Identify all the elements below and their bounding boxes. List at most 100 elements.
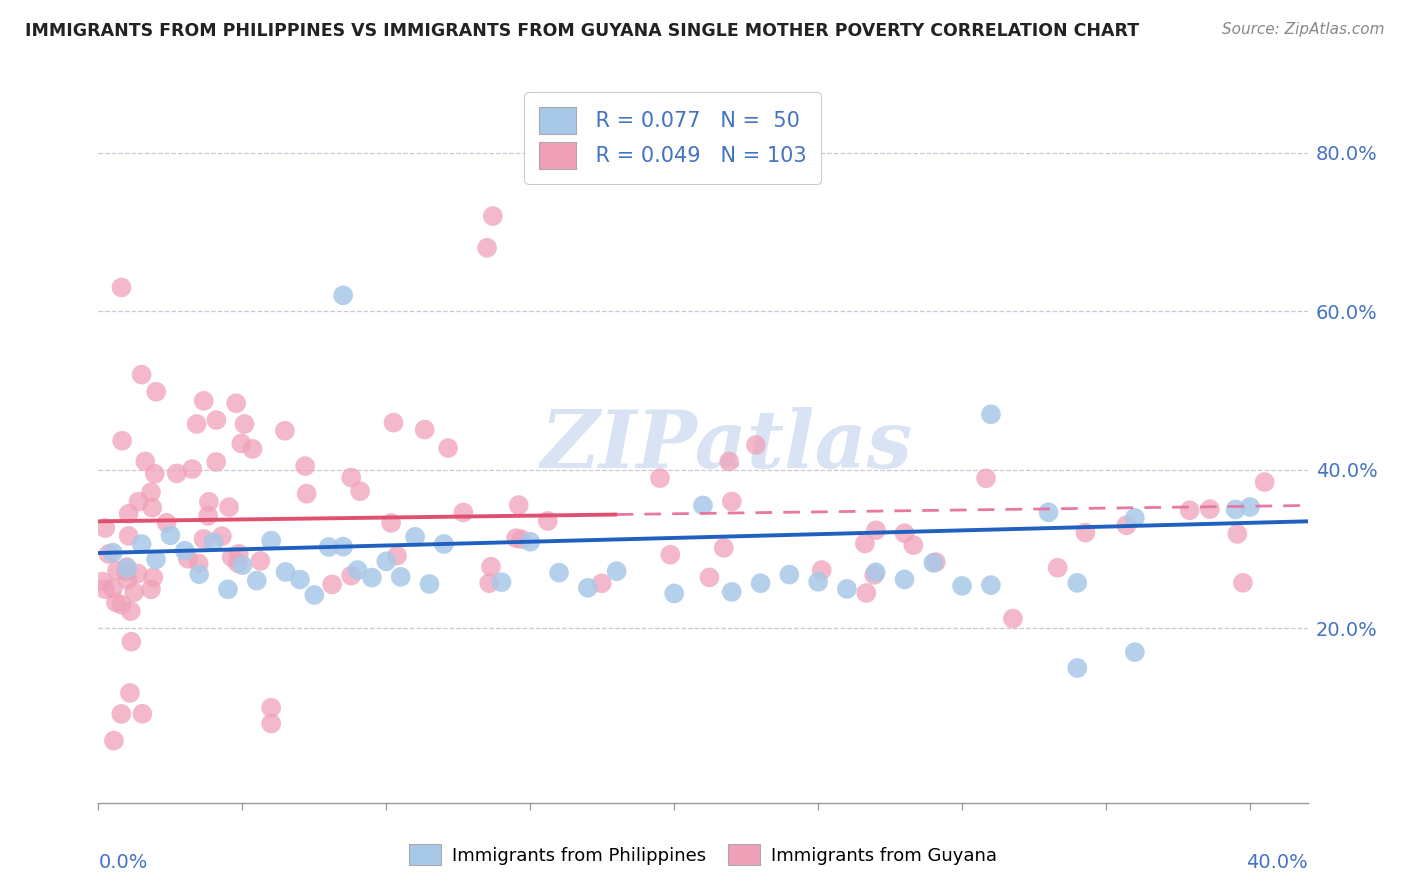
Point (893, 573, 915, 587)
Point (181, 462, 204, 476)
Point (193, 393, 215, 408)
Point (274, 424, 297, 438)
Point (294, 458, 316, 473)
Point (205, 455, 228, 469)
Point (974, 471, 997, 485)
Point (242, 442, 264, 456)
Point (110, 280, 132, 294)
Point (217, 582, 239, 597)
Point (505, 531, 527, 545)
Point (591, 576, 613, 591)
Point (745, 438, 768, 452)
Point (922, 556, 945, 570)
Point (117, 507, 139, 521)
Point (143, 467, 166, 481)
Point (186, 417, 208, 431)
Point (925, 555, 948, 569)
Point (97, 547, 120, 561)
Point (221, 550, 243, 565)
Point (835, 582, 858, 596)
Point (115, 561, 138, 575)
Point (807, 574, 830, 589)
Point (720, 585, 742, 599)
Point (131, 368, 153, 382)
Point (142, 570, 165, 584)
Point (304, 588, 326, 602)
Text: 0.0%: 0.0% (98, 853, 148, 871)
Point (198, 495, 221, 509)
Point (197, 508, 219, 523)
Point (225, 396, 247, 410)
Point (576, 581, 599, 595)
Point (404, 530, 426, 544)
Point (479, 559, 502, 574)
Point (120, 604, 142, 618)
Point (288, 573, 311, 587)
Point (1123, 511, 1146, 525)
Point (855, 586, 877, 600)
Text: 40.0%: 40.0% (1246, 853, 1308, 871)
Point (340, 568, 363, 582)
Point (187, 557, 209, 571)
Point (1226, 527, 1249, 541)
Point (664, 586, 686, 600)
Point (101, 546, 124, 560)
Point (111, 434, 134, 448)
Point (156, 516, 179, 530)
Point (139, 582, 162, 597)
Point (202, 535, 225, 549)
Point (1239, 500, 1261, 514)
Point (510, 532, 533, 546)
Point (382, 416, 405, 430)
Text: IMMIGRANTS FROM PHILIPPINES VS IMMIGRANTS FROM GUYANA SINGLE MOTHER POVERTY CORR: IMMIGRANTS FROM PHILIPPINES VS IMMIGRANT… (25, 22, 1139, 40)
Point (361, 571, 384, 585)
Point (127, 566, 149, 581)
Point (720, 494, 742, 508)
Point (127, 494, 149, 508)
Legend:  R = 0.077   N =  50,  R = 0.049   N = 103: R = 0.077 N = 50, R = 0.049 N = 103 (524, 93, 821, 184)
Point (659, 548, 682, 562)
Point (145, 384, 167, 399)
Point (295, 486, 318, 500)
Point (188, 567, 211, 582)
Point (389, 570, 412, 584)
Point (903, 538, 925, 552)
Point (134, 454, 156, 468)
Point (1001, 611, 1024, 625)
Point (380, 516, 402, 530)
Point (260, 700, 283, 714)
Point (104, 595, 127, 609)
Point (166, 467, 188, 481)
Y-axis label: Single Mother Poverty: Single Mother Poverty (0, 347, 8, 545)
Point (893, 526, 915, 541)
Point (718, 454, 741, 468)
Point (91, 574, 114, 589)
Point (778, 567, 800, 582)
Point (260, 716, 283, 731)
Point (648, 471, 671, 485)
Point (110, 706, 132, 721)
Point (1046, 560, 1069, 574)
Point (508, 498, 530, 512)
Point (349, 484, 371, 499)
Point (120, 634, 142, 648)
Point (233, 417, 256, 431)
Point (375, 554, 398, 568)
Point (385, 549, 408, 563)
Point (1074, 525, 1097, 540)
Point (118, 686, 141, 700)
Point (218, 500, 240, 515)
Point (274, 565, 297, 579)
Point (122, 585, 145, 599)
Point (173, 543, 195, 558)
Point (211, 529, 233, 543)
Text: ZIPatlas: ZIPatlas (541, 408, 914, 484)
Point (94, 521, 117, 535)
Point (980, 407, 1002, 421)
Point (865, 523, 887, 537)
Point (1123, 645, 1146, 659)
Point (1066, 575, 1088, 590)
Point (226, 556, 249, 570)
Point (115, 565, 138, 579)
Point (1253, 475, 1275, 489)
